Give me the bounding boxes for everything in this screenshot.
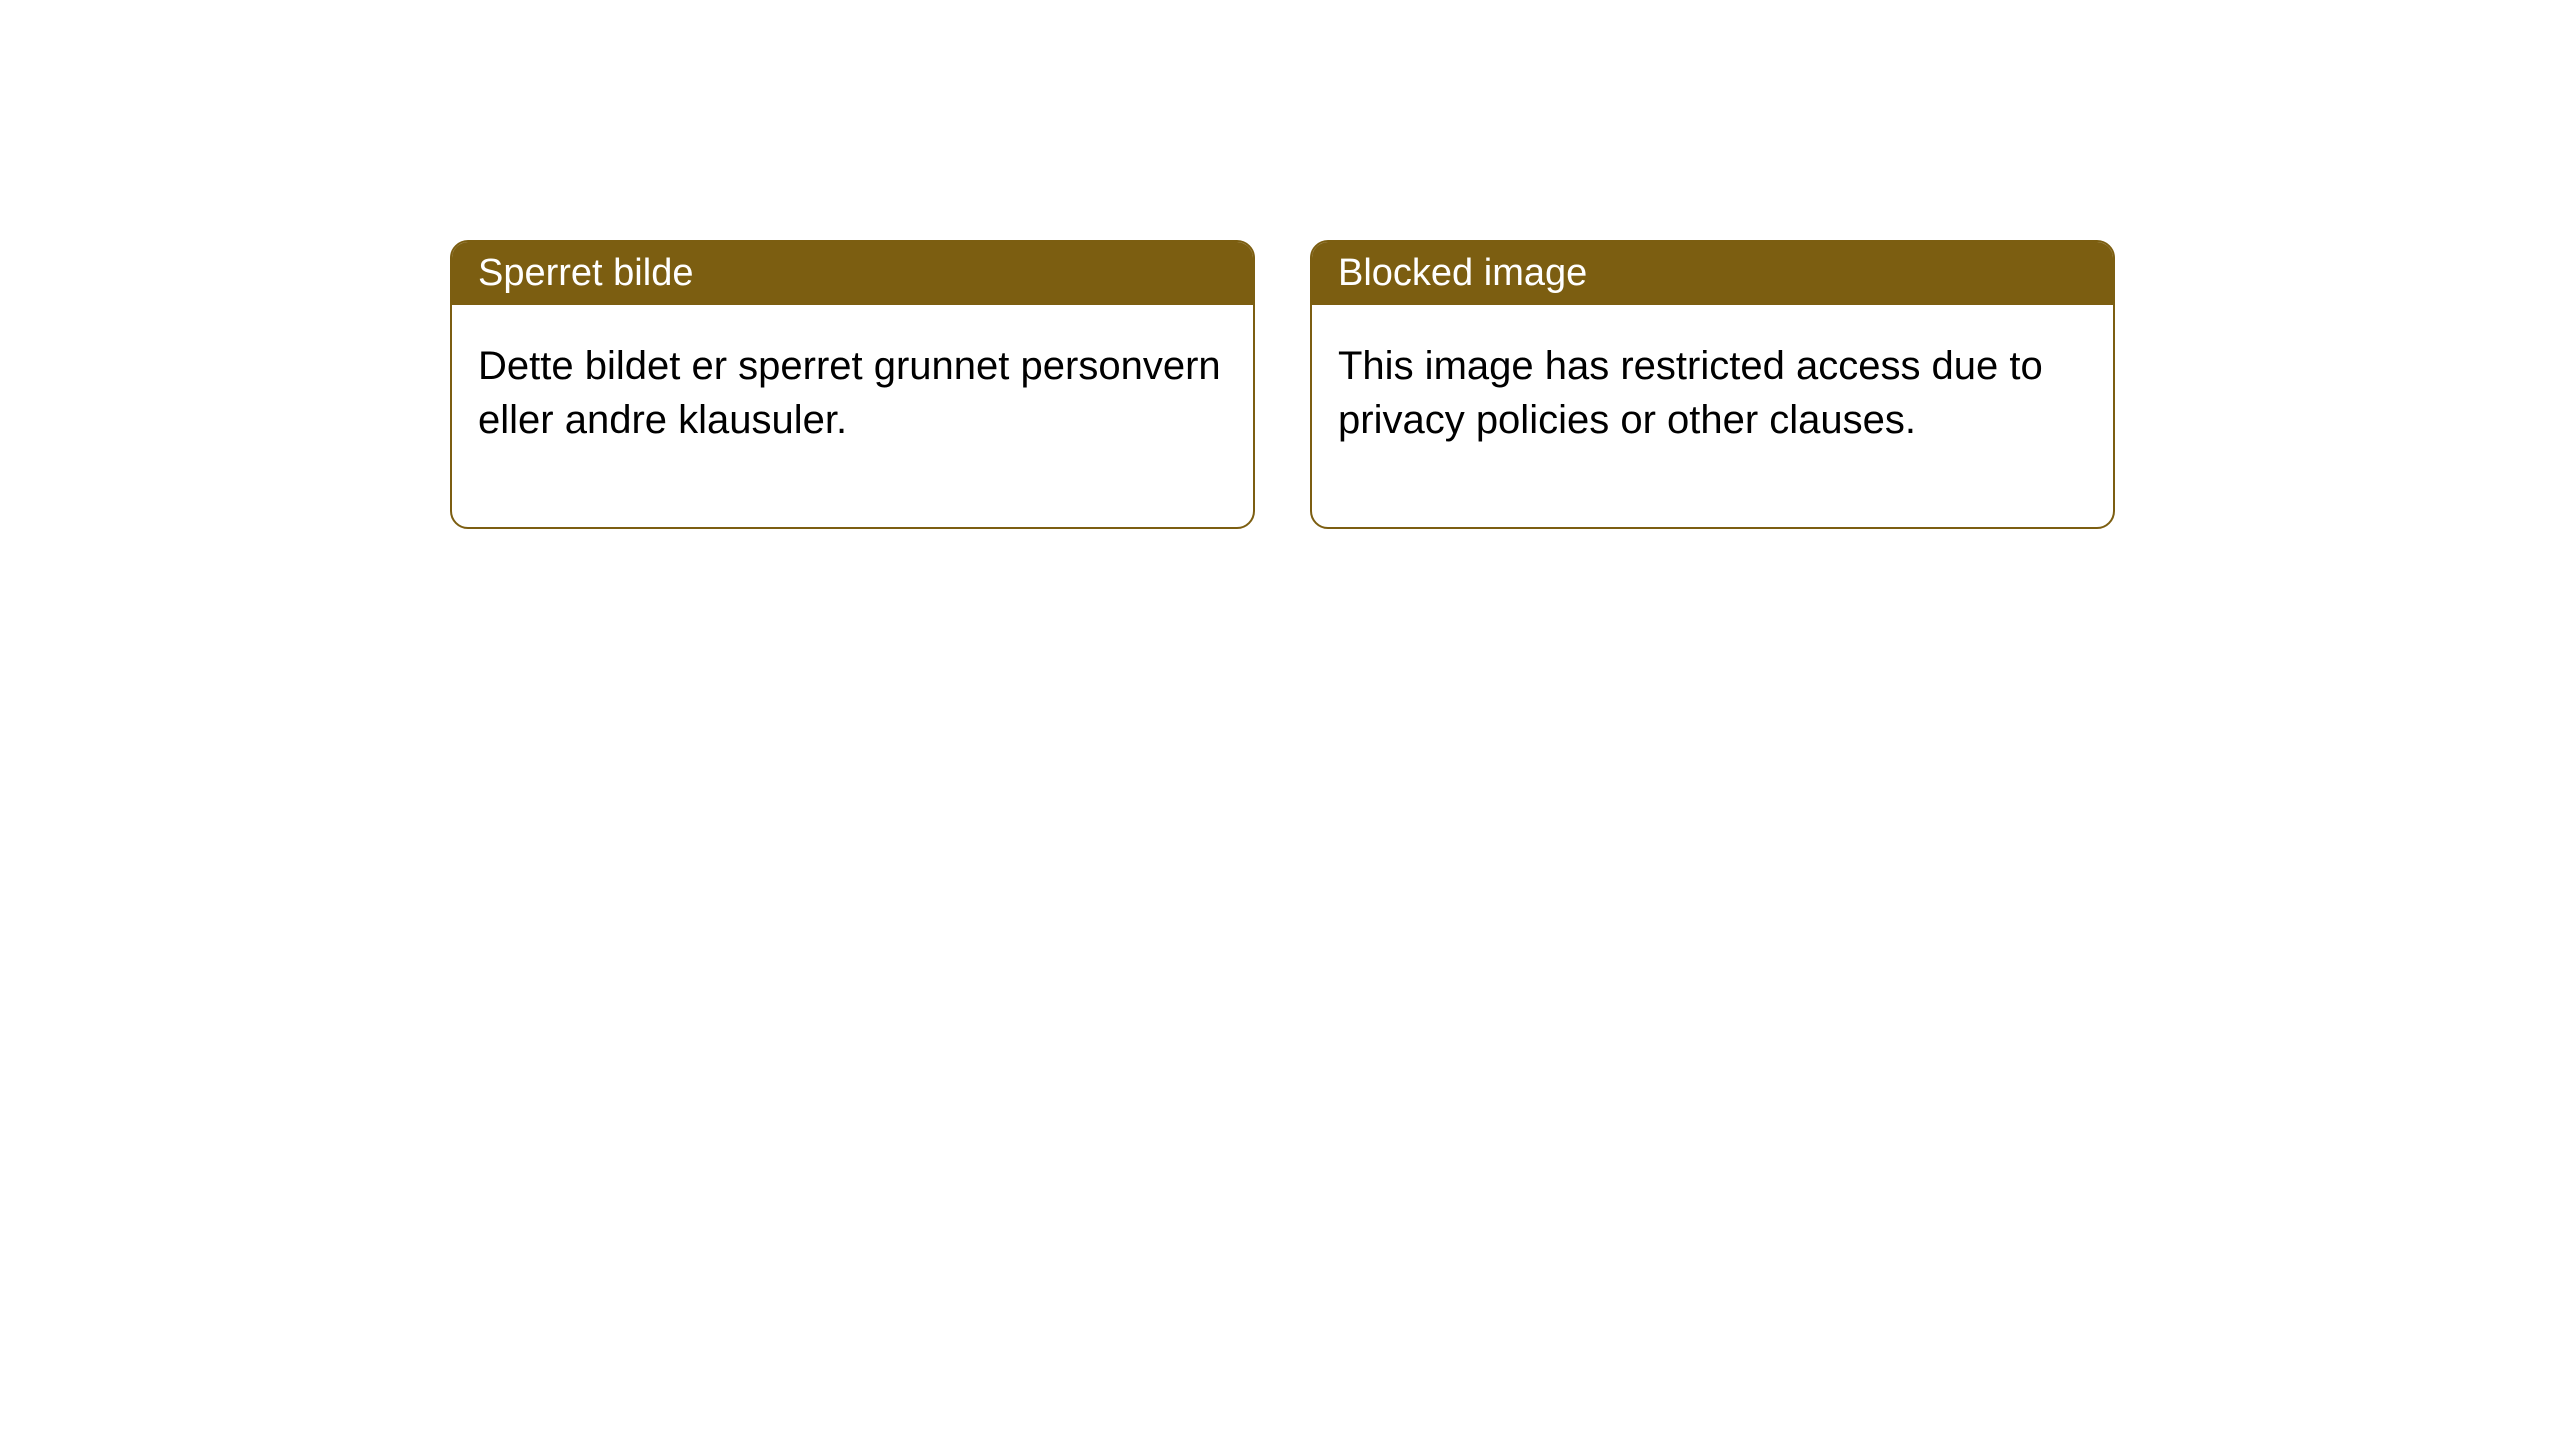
notice-header: Sperret bilde [452,242,1253,305]
notice-body: Dette bildet er sperret grunnet personve… [452,305,1253,527]
notice-card-english: Blocked image This image has restricted … [1310,240,2115,529]
notice-container: Sperret bilde Dette bildet er sperret gr… [450,240,2115,529]
notice-body: This image has restricted access due to … [1312,305,2113,527]
notice-card-norwegian: Sperret bilde Dette bildet er sperret gr… [450,240,1255,529]
notice-header: Blocked image [1312,242,2113,305]
